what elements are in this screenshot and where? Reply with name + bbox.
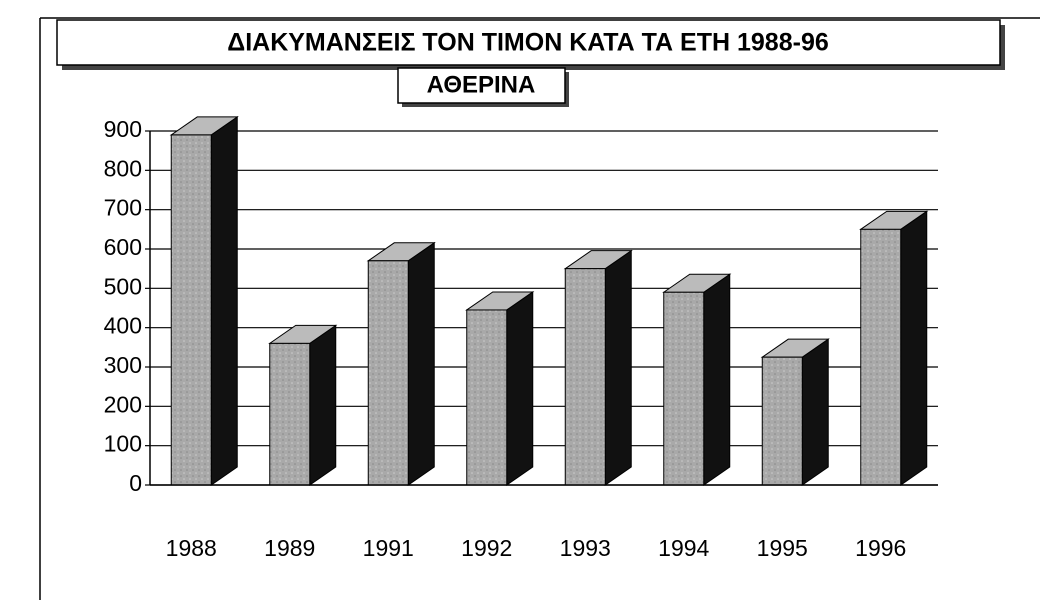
bar — [466, 309, 508, 486]
bar — [761, 356, 803, 486]
chart-title: ΔΙΑΚΥΜΑΝΣΕΙΣ ΤΟΝ ΤΙΜΟΝ ΚΑΤΑ ΤΑ ΕΤΗ 1988-… — [227, 29, 829, 57]
bar-side — [309, 324, 337, 486]
y-tick-label: 500 — [104, 273, 142, 299]
y-tick-label: 700 — [104, 195, 142, 221]
y-tick-label: 800 — [104, 155, 142, 181]
bar — [663, 291, 705, 486]
bar-side — [900, 210, 928, 486]
x-tick-label: 1995 — [757, 535, 808, 561]
y-tick-label: 200 — [104, 391, 142, 417]
bar-side — [801, 338, 829, 486]
x-tick-label: 1992 — [461, 535, 512, 561]
x-tick-label: 1994 — [658, 535, 709, 561]
bar — [170, 134, 212, 486]
bar — [367, 260, 409, 486]
bar-side — [604, 249, 632, 486]
bar — [269, 342, 311, 486]
bar — [860, 228, 902, 486]
y-tick-label: 400 — [104, 313, 142, 339]
y-tick-label: 0 — [129, 470, 142, 496]
y-tick-label: 100 — [104, 431, 142, 457]
subtitle-box — [397, 67, 566, 104]
x-tick-label: 1991 — [363, 535, 414, 561]
y-tick-label: 600 — [104, 234, 142, 260]
x-tick-label: 1993 — [560, 535, 611, 561]
title-box — [56, 19, 1001, 66]
bar-side — [506, 291, 534, 486]
chart-subtitle: ΑΘΕΡΙΝΑ — [427, 71, 536, 98]
bar-side — [210, 115, 238, 486]
x-tick-label: 1996 — [855, 535, 906, 561]
y-tick-label: 900 — [104, 116, 142, 142]
x-tick-label: 1988 — [166, 535, 217, 561]
bar-side — [407, 241, 435, 486]
x-tick-label: 1989 — [264, 535, 315, 561]
bar — [564, 268, 606, 486]
y-tick-label: 300 — [104, 352, 142, 378]
bar-side — [703, 273, 731, 486]
